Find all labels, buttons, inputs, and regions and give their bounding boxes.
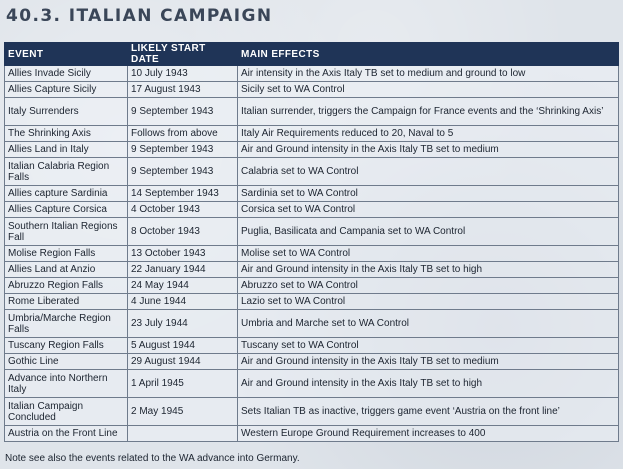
event-cell: Gothic Line [4, 353, 128, 370]
event-cell: Umbria/Marche Region Falls [4, 309, 128, 338]
table-row: Southern Italian Regions Fall 8 October … [4, 217, 619, 246]
effects-cell: Sets Italian TB as inactive, triggers ga… [237, 397, 619, 426]
effects-cell: Air and Ground intensity in the Axis Ita… [237, 369, 619, 398]
date-cell: 22 January 1944 [127, 261, 238, 278]
event-cell: Italy Surrenders [4, 97, 128, 126]
effects-cell: Abruzzo set to WA Control [237, 277, 619, 294]
date-cell: 2 May 1945 [127, 397, 238, 426]
date-cell: 10 July 1943 [127, 65, 238, 82]
event-cell: Molise Region Falls [4, 245, 128, 262]
table-row: Abruzzo Region Falls 24 May 1944 Abruzzo… [4, 277, 619, 294]
event-cell: Allies capture Sardinia [4, 185, 128, 202]
table-row: Italian Campaign Concluded 2 May 1945 Se… [4, 397, 619, 426]
effects-cell: Sicily set to WA Control [237, 81, 619, 98]
effects-cell: Western Europe Ground Requirement increa… [237, 425, 619, 442]
event-cell: Tuscany Region Falls [4, 337, 128, 354]
event-cell: Allies Land in Italy [4, 141, 128, 158]
date-cell: 23 July 1944 [127, 309, 238, 338]
effects-cell: Puglia, Basilicata and Campania set to W… [237, 217, 619, 246]
event-cell: Allies Invade Sicily [4, 65, 128, 82]
date-cell: 17 August 1943 [127, 81, 238, 98]
event-cell: Rome Liberated [4, 293, 128, 310]
date-cell: 29 August 1944 [127, 353, 238, 370]
table-row: Gothic Line 29 August 1944 Air and Groun… [4, 353, 619, 370]
column-header-effects: MAIN EFFECTS [237, 42, 619, 66]
events-table: EVENT LIKELY START DATE MAIN EFFECTS All… [4, 42, 619, 442]
event-cell: Southern Italian Regions Fall [4, 217, 128, 246]
date-cell: Follows from above [127, 125, 238, 142]
table-row: Rome Liberated 4 June 1944 Lazio set to … [4, 293, 619, 310]
table-row: Allies capture Sardinia 14 September 194… [4, 185, 619, 202]
date-cell: 8 October 1943 [127, 217, 238, 246]
table-row: Molise Region Falls 13 October 1943 Moli… [4, 245, 619, 262]
table-row: Umbria/Marche Region Falls 23 July 1944 … [4, 309, 619, 338]
effects-cell: Tuscany set to WA Control [237, 337, 619, 354]
event-cell: Advance into Northern Italy [4, 369, 128, 398]
table-row: Tuscany Region Falls 5 August 1944 Tusca… [4, 337, 619, 354]
table-row: Allies Land at Anzio 22 January 1944 Air… [4, 261, 619, 278]
date-cell: 13 October 1943 [127, 245, 238, 262]
date-cell: 9 September 1943 [127, 157, 238, 186]
effects-cell: Italian surrender, triggers the Campaign… [237, 97, 619, 126]
table-row: The Shrinking Axis Follows from above It… [4, 125, 619, 142]
event-cell: Austria on the Front Line [4, 425, 128, 442]
effects-cell: Air and Ground intensity in the Axis Ita… [237, 261, 619, 278]
event-cell: Allies Capture Sicily [4, 81, 128, 98]
effects-cell: Air and Ground intensity in the Axis Ita… [237, 141, 619, 158]
date-cell: 1 April 1945 [127, 369, 238, 398]
page-title: 40.3. ITALIAN CAMPAIGN [6, 6, 273, 26]
table-row: Austria on the Front Line Western Europe… [4, 425, 619, 442]
table-row: Italian Calabria Region Falls 9 Septembe… [4, 157, 619, 186]
column-header-event: EVENT [4, 42, 128, 66]
table-row: Italy Surrenders 9 September 1943 Italia… [4, 97, 619, 126]
table-row: Allies Land in Italy 9 September 1943 Ai… [4, 141, 619, 158]
effects-cell: Italy Air Requirements reduced to 20, Na… [237, 125, 619, 142]
date-cell [127, 425, 238, 442]
table-header-row: EVENT LIKELY START DATE MAIN EFFECTS [4, 42, 619, 66]
date-cell: 14 September 1943 [127, 185, 238, 202]
column-header-date: LIKELY START DATE [127, 42, 238, 66]
effects-cell: Umbria and Marche set to WA Control [237, 309, 619, 338]
effects-cell: Calabria set to WA Control [237, 157, 619, 186]
event-cell: The Shrinking Axis [4, 125, 128, 142]
footnote: Note see also the events related to the … [5, 453, 300, 464]
event-cell: Italian Campaign Concluded [4, 397, 128, 426]
date-cell: 9 September 1943 [127, 97, 238, 126]
table-row: Allies Capture Sicily 17 August 1943 Sic… [4, 81, 619, 98]
effects-cell: Corsica set to WA Control [237, 201, 619, 218]
effects-cell: Lazio set to WA Control [237, 293, 619, 310]
table-row: Allies Invade Sicily 10 July 1943 Air in… [4, 65, 619, 82]
date-cell: 24 May 1944 [127, 277, 238, 294]
date-cell: 4 June 1944 [127, 293, 238, 310]
date-cell: 4 October 1943 [127, 201, 238, 218]
effects-cell: Molise set to WA Control [237, 245, 619, 262]
table-row: Allies Capture Corsica 4 October 1943 Co… [4, 201, 619, 218]
event-cell: Allies Land at Anzio [4, 261, 128, 278]
effects-cell: Air and Ground intensity in the Axis Ita… [237, 353, 619, 370]
effects-cell: Air intensity in the Axis Italy TB set t… [237, 65, 619, 82]
effects-cell: Sardinia set to WA Control [237, 185, 619, 202]
table-row: Advance into Northern Italy 1 April 1945… [4, 369, 619, 398]
date-cell: 5 August 1944 [127, 337, 238, 354]
date-cell: 9 September 1943 [127, 141, 238, 158]
event-cell: Italian Calabria Region Falls [4, 157, 128, 186]
event-cell: Allies Capture Corsica [4, 201, 128, 218]
event-cell: Abruzzo Region Falls [4, 277, 128, 294]
